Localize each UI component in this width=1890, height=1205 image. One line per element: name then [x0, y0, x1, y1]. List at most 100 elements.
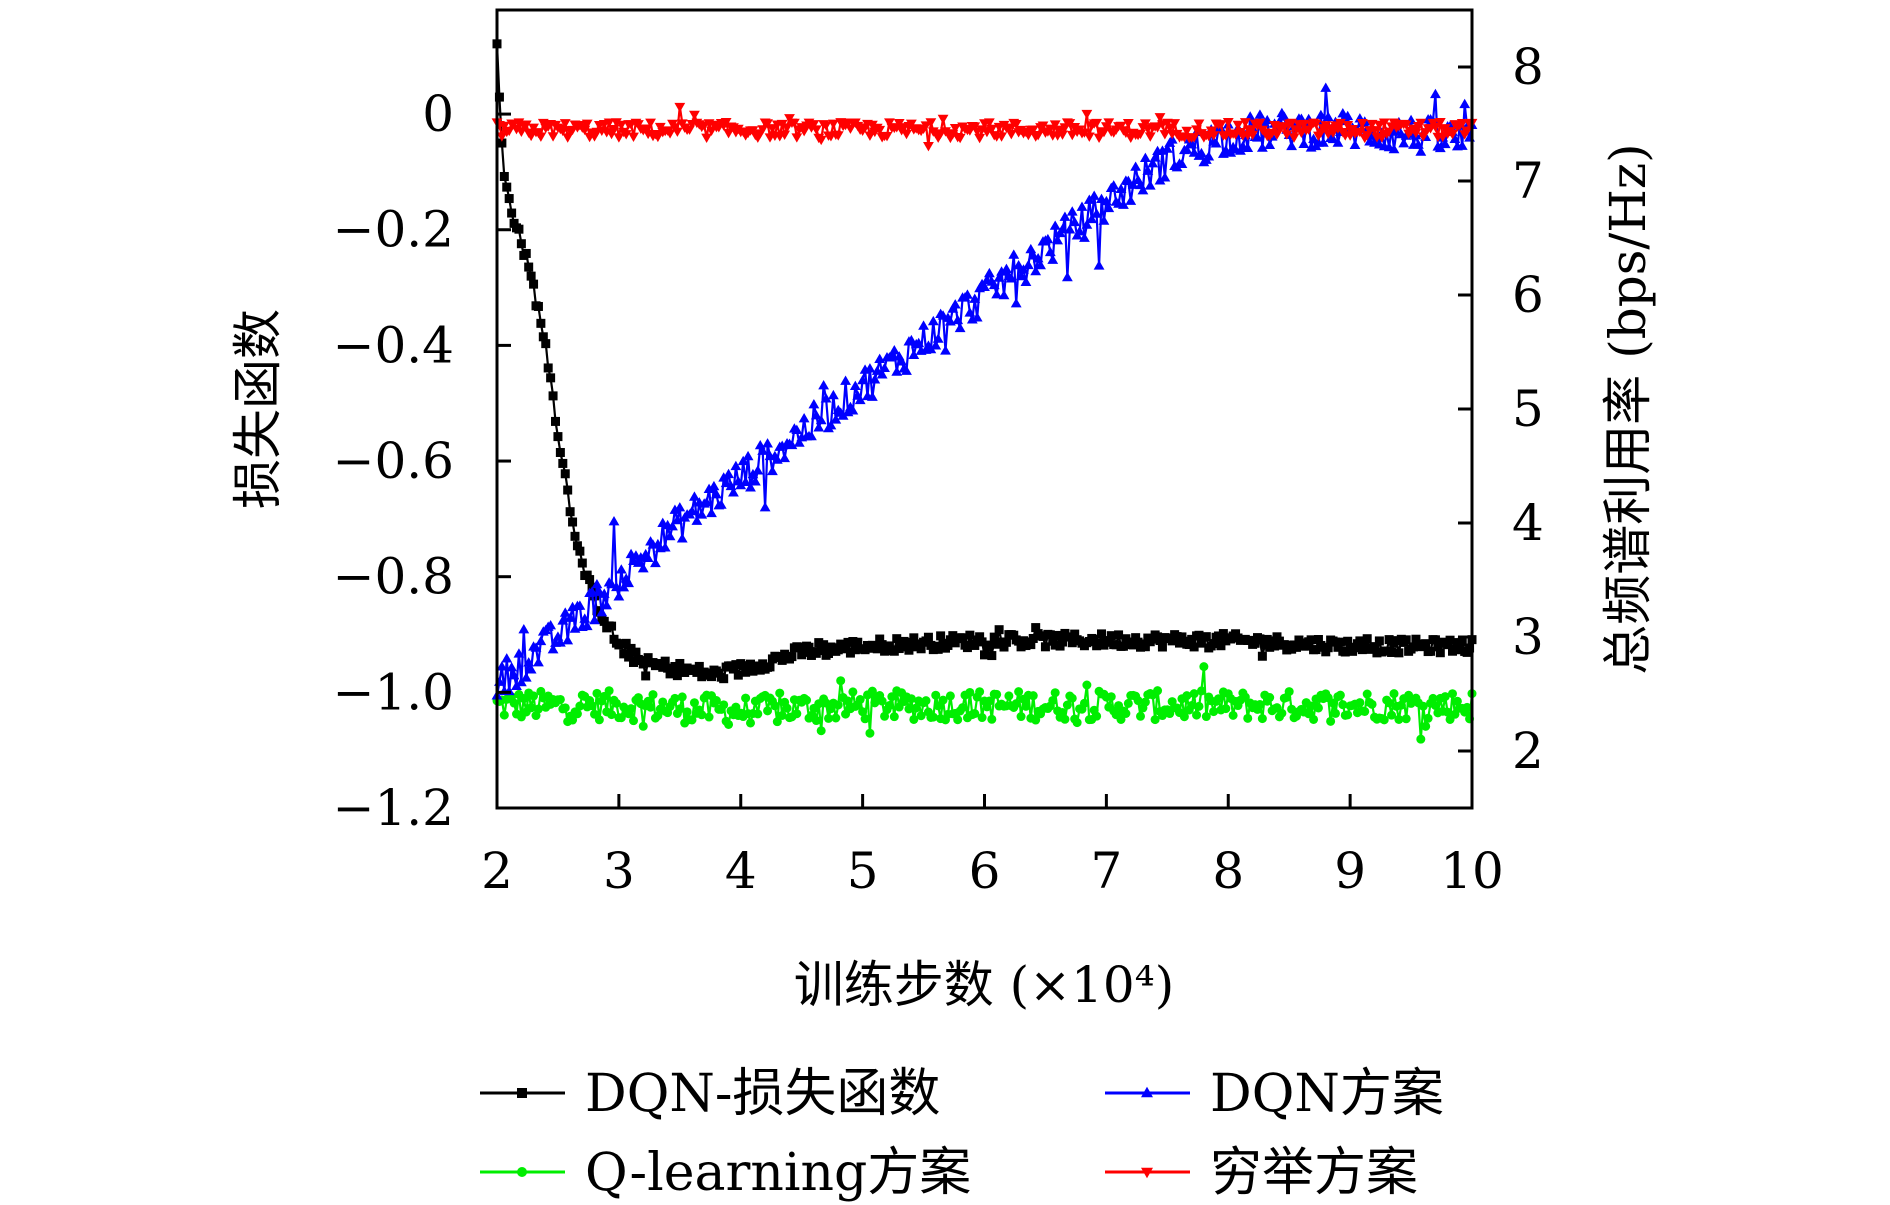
data-point: [1288, 133, 1300, 143]
data-point: [1366, 119, 1378, 130]
data-point: [1116, 714, 1126, 724]
data-point: [719, 674, 729, 684]
y-left-tick-label: −1.2: [333, 779, 454, 837]
data-point: [988, 279, 1000, 290]
data-point: [879, 362, 890, 373]
data-point: [523, 657, 535, 667]
data-point: [763, 706, 773, 716]
data-point: [557, 615, 569, 625]
data-point: [992, 639, 1002, 649]
data-point: [977, 637, 987, 647]
data-point: [635, 552, 647, 562]
data-point: [1030, 265, 1042, 276]
legend-item: Q-learning方案: [480, 1143, 971, 1203]
series-line: [495, 86, 1474, 696]
data-point: [1153, 686, 1163, 696]
x-tick-label: 7: [1090, 842, 1122, 900]
data-point: [543, 363, 553, 373]
data-point: [1086, 213, 1098, 224]
data-point: [832, 131, 844, 141]
data-point: [762, 119, 773, 129]
data-point: [497, 138, 507, 148]
data-point: [742, 450, 754, 461]
data-point: [958, 703, 968, 713]
data-point: [1091, 208, 1103, 218]
data-point: [820, 121, 832, 131]
data-point: [1327, 133, 1339, 144]
data-point: [1093, 260, 1105, 270]
data-point: [1182, 691, 1192, 701]
data-point: [509, 698, 519, 708]
data-point: [954, 133, 966, 144]
data-point: [848, 687, 858, 697]
data-point: [1322, 111, 1334, 122]
legend-label: 穷举方案: [1210, 1143, 1418, 1203]
data-point: [1044, 124, 1056, 135]
data-point: [1199, 662, 1209, 672]
data-point: [827, 119, 839, 129]
data-point: [1047, 254, 1059, 264]
data-point: [996, 266, 1007, 276]
data-point: [767, 124, 778, 134]
data-point: [997, 637, 1007, 647]
data-point: [906, 637, 916, 647]
data-point: [977, 713, 987, 723]
data-point: [1310, 119, 1322, 129]
data-point: [777, 655, 787, 665]
data-point: [591, 578, 603, 589]
data-point: [502, 182, 512, 192]
data-point: [949, 299, 961, 309]
data-point: [791, 424, 803, 434]
data-point: [526, 271, 536, 281]
data-point: [670, 693, 680, 703]
data-point: [555, 694, 565, 704]
data-point: [496, 661, 508, 671]
data-point: [1418, 701, 1428, 711]
data-point: [752, 465, 764, 475]
data-point: [613, 133, 625, 143]
legend-item: DQN-损失函数: [480, 1064, 940, 1124]
data-point: [1010, 297, 1022, 308]
ticks-layer: 2 3 4 5 6 7 8 9 10 0 −0.2 −0.4 −0.6 −0.8 −1.0 −1.2 2 3 4 5 6…: [333, 38, 1544, 900]
data-point: [1449, 133, 1461, 143]
data-point: [587, 701, 597, 711]
data-point: [1005, 130, 1017, 140]
data-point: [1144, 132, 1156, 142]
data-point: [697, 672, 707, 682]
data-point: [581, 620, 593, 631]
data-point: [1215, 120, 1227, 130]
data-point: [1430, 122, 1441, 133]
data-point: [1340, 647, 1350, 657]
data-point: [1239, 118, 1251, 128]
data-point: [1069, 216, 1081, 227]
data-point: [1257, 714, 1267, 724]
data-point: [1428, 693, 1438, 703]
data-point: [874, 125, 886, 136]
data-point: [585, 575, 595, 585]
data-point: [611, 698, 621, 708]
x-tick-label: 9: [1334, 842, 1366, 900]
data-point: [1100, 195, 1112, 206]
y-left-tick-label: 0: [422, 85, 454, 143]
data-point: [1332, 137, 1344, 147]
data-point: [810, 125, 822, 135]
data-point: [923, 632, 933, 642]
series-circle: [492, 662, 1477, 744]
data-point: [568, 715, 578, 725]
data-point: [615, 120, 627, 131]
data-point: [664, 530, 676, 541]
data-point: [1430, 88, 1441, 99]
data-point: [928, 712, 938, 722]
data-point: [1232, 120, 1244, 131]
data-point: [707, 672, 716, 682]
data-point: [1133, 637, 1143, 647]
data-point: [1001, 637, 1011, 647]
y-right-tick-label: 3: [1512, 608, 1544, 666]
data-point: [1099, 640, 1109, 650]
data-point: [1349, 139, 1361, 150]
data-point: [1286, 140, 1298, 151]
data-point: [775, 688, 785, 698]
data-point: [669, 504, 681, 514]
data-point: [1210, 138, 1222, 148]
data-point: [674, 502, 686, 512]
